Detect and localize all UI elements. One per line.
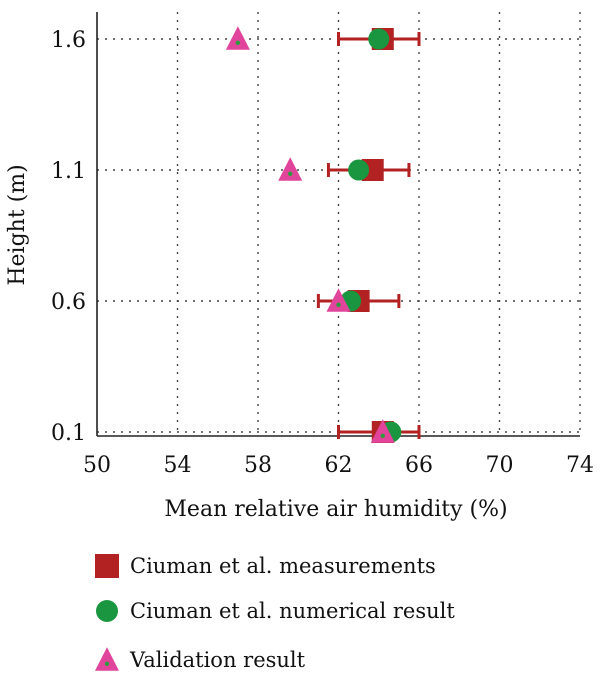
- triangle-dot: [235, 40, 241, 45]
- legend-circle-marker: [96, 600, 118, 622]
- x-tick-label: 50: [83, 453, 111, 478]
- grid-lines: [97, 12, 581, 436]
- triangle-shape: [370, 419, 395, 443]
- y-tick-label: 0.6: [51, 290, 86, 315]
- validation-result-point: [278, 157, 303, 181]
- y-tick-label: 1.6: [51, 28, 86, 53]
- legend-label: Validation result: [129, 648, 306, 672]
- triangle-shape: [278, 157, 303, 181]
- triangle-dot: [336, 302, 341, 307]
- legend-label: Ciuman et al. measurements: [130, 554, 436, 578]
- plot-marks: [225, 26, 421, 443]
- legend-label: Ciuman et al. numerical result: [130, 599, 455, 623]
- y-axis-label: Height (m): [5, 164, 30, 285]
- legend-square-marker: [95, 554, 119, 578]
- x-tick-label: 58: [244, 453, 272, 478]
- legend-item: Validation result: [95, 647, 306, 672]
- validation-result-point: [370, 419, 395, 443]
- triangle-dot: [288, 171, 293, 176]
- y-tick-label: 1.1: [51, 159, 86, 184]
- legend-item: Ciuman et al. numerical result: [96, 599, 455, 623]
- legend: Ciuman et al. measurements Ciuman et al. …: [95, 554, 455, 672]
- triangle-shape: [225, 26, 250, 50]
- numerical-result-point: [348, 159, 370, 181]
- validation-result-point: [225, 26, 250, 50]
- numerical-result-point: [368, 28, 390, 50]
- x-tick-label: 62: [325, 453, 353, 478]
- y-tick-label: 0.1: [51, 421, 86, 446]
- triangle-dot: [104, 661, 110, 666]
- legend-item: Ciuman et al. measurements: [95, 554, 436, 578]
- x-tick-label: 70: [486, 453, 514, 478]
- x-tick-label: 54: [164, 453, 192, 478]
- triangle-dot: [380, 433, 385, 438]
- triangle-shape: [95, 647, 119, 671]
- x-tick-label: 74: [566, 453, 594, 478]
- x-axis-label: Mean relative air humidity (%): [164, 497, 507, 522]
- x-tick-label: 66: [405, 453, 433, 478]
- legend-triangle-marker: [95, 647, 119, 671]
- triangle-shape: [326, 288, 351, 312]
- validation-result-point: [326, 288, 351, 312]
- y-tick-labels: 0.1 0.6 1.1 1.6: [51, 28, 86, 446]
- x-tick-labels: 50 54 58 62 66 70 74: [83, 453, 594, 478]
